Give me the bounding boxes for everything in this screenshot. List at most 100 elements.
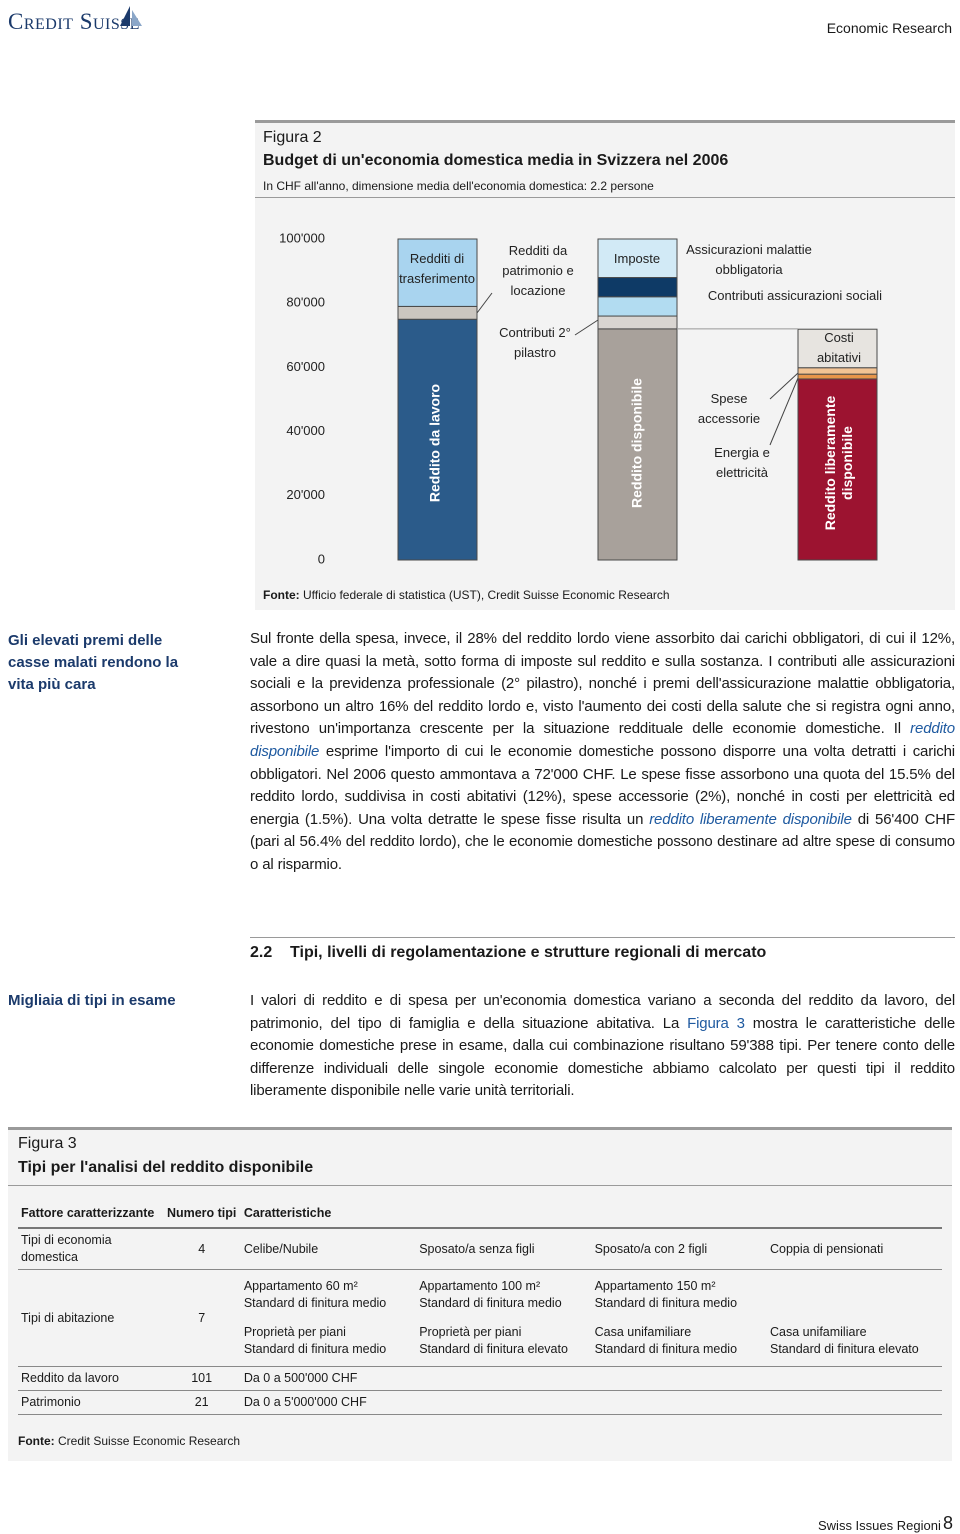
figure-subtitle: In CHF all'anno, dimensione media dell'e… xyxy=(263,179,654,193)
segment-label: Redditi di trasferimento xyxy=(399,251,475,286)
count-cell: 4 xyxy=(162,1228,241,1270)
characteristic-cell: Proprietà per piani Standard di finitura … xyxy=(416,1318,592,1367)
leader-line xyxy=(574,319,599,336)
source-text: Ufficio federale di statistica (UST), Cr… xyxy=(303,588,670,602)
figure-box: Figura 3 Tipi per l'analisi del reddito … xyxy=(8,1127,952,1461)
cell-line: Appartamento 60 m² xyxy=(243,1279,358,1293)
header-cell: Caratteristiche xyxy=(240,1202,942,1229)
cell-line: Appartamento 150 m² xyxy=(594,1279,716,1293)
source-text: Credit Suisse Economic Research xyxy=(58,1434,241,1448)
section-heading: 2.2 Tipi, livelli di regolamentazione e … xyxy=(250,937,955,962)
factor-cell: Tipi di abitazione xyxy=(18,1269,163,1367)
y-tick-label: 80'000 xyxy=(286,295,325,310)
count-cell: 101 xyxy=(162,1366,241,1391)
y-tick-label: 20'000 xyxy=(286,487,325,502)
characteristic-cell: Appartamento 100 m² Standard di finitura … xyxy=(416,1270,591,1319)
leader-line xyxy=(476,292,493,314)
header-cell: Numero tipi xyxy=(162,1202,241,1229)
footer-page: 8 xyxy=(943,1513,954,1533)
link-text: Figura 3 xyxy=(687,1014,745,1032)
header-cell: Fattore caratterizzante xyxy=(18,1202,163,1229)
y-tick-label: 60'000 xyxy=(286,359,325,374)
text-run: di 56'400 CHF (pari al 56.4% del reddito… xyxy=(250,810,955,873)
text-run: Sul fronte della spesa, invece, il 28% d… xyxy=(250,630,955,738)
text-run: esprime l'importo di cui le economie dom… xyxy=(250,742,955,828)
sidebar-heading: Gli elevati premi delle casse malati ren… xyxy=(8,632,179,693)
empty-cell xyxy=(767,1270,942,1319)
text-run: mostra le caratteristiche delle economie… xyxy=(250,1014,956,1100)
factor-cell: Reddito da lavoro xyxy=(18,1366,163,1391)
bar-segment xyxy=(397,238,478,307)
characteristic-cell: Celibe/Nubile xyxy=(240,1228,417,1270)
leader-line xyxy=(769,377,799,446)
cell-line: Da 0 a 5'000'000 CHF xyxy=(243,1395,367,1409)
characteristic-cell: Casa unifamiliare Standard di finitura el… xyxy=(766,1318,942,1367)
table-row: Tipi di abitazione 7 Appartamento 60 m² Sta… xyxy=(18,1269,942,1367)
rule xyxy=(255,197,955,198)
cell-line: Appartamento 100 m² xyxy=(419,1279,541,1293)
source: Fonte: Credit Suisse Economic Research xyxy=(18,1434,240,1448)
bar-segment xyxy=(597,238,678,279)
table-row: Reddito da lavoro 101 Da 0 a 500'000 CHF xyxy=(18,1366,942,1391)
text-run: I valori di reddito e di spesa per un'ec… xyxy=(250,992,955,1032)
leader-line xyxy=(769,372,799,400)
source-label: Fonte: xyxy=(263,588,300,602)
factor-cell: Patrimonio xyxy=(18,1390,163,1415)
rule xyxy=(8,1185,952,1186)
count-cell: 21 xyxy=(162,1390,241,1415)
segment-label: Contributi 2° pilastro xyxy=(499,325,571,360)
characteristic-cell: Casa unifamiliare Standard di finitura me… xyxy=(591,1318,767,1367)
segment-label: Redditi da patrimonio e locazione xyxy=(502,243,574,298)
characteristic-cell: Da 0 a 5'000'000 CHF xyxy=(240,1390,942,1415)
table-row: Patrimonio 21 Da 0 a 5'000'000 CHF xyxy=(18,1390,942,1415)
segment-label: Spese accessorie xyxy=(697,391,761,426)
cell-line: Sposato/a con 2 figli xyxy=(594,1241,708,1256)
cell-line: Coppia di pensionati xyxy=(769,1241,884,1256)
link-text: reddito liberamente disponibile xyxy=(649,810,852,828)
figure-number: Figura 2 xyxy=(263,129,322,146)
figure-title: Tipi per l'analisi del reddito disponibi… xyxy=(18,1159,314,1176)
cell-line: Proprietà per piani xyxy=(419,1325,522,1339)
sidebar-heading: Migliaia di tipi in esame xyxy=(8,992,176,1009)
cell-line: Standard di finitura elevato xyxy=(769,1342,919,1356)
figure-box: Figura 2 Budget di un'economia domestica… xyxy=(255,120,955,610)
source-label: Fonte: xyxy=(18,1434,55,1448)
paragraph: I valori di reddito e di spesa per un'ec… xyxy=(250,990,955,1103)
table-row: Tipi di economia domestica 4 Celibe/Nubile… xyxy=(18,1228,942,1270)
table: Fattore caratterizzante Numero tipi Caratt… xyxy=(18,1202,942,1415)
link-text: reddito disponibile xyxy=(250,720,955,760)
cell-line: Proprietà per piani xyxy=(243,1325,346,1339)
source: Fonte: Ufficio federale di statistica (U… xyxy=(263,588,670,602)
segment-label: Contributi assicurazioni sociali xyxy=(707,288,883,303)
cell-line: Sposato/a senza figli xyxy=(419,1241,535,1256)
cell-line: Standard di finitura medio xyxy=(594,1342,738,1356)
characteristic-cell: Appartamento 60 m² Standard di finitura m… xyxy=(241,1270,416,1319)
section-number: 2.2 xyxy=(250,944,273,961)
cell-line: Standard di finitura medio xyxy=(594,1296,738,1310)
logo-text: Credit Suisse xyxy=(8,9,140,34)
segment-label: Costi abitativi xyxy=(816,330,862,365)
cell-line: Standard di finitura medio xyxy=(243,1342,387,1356)
cell-line: Casa unifamiliare xyxy=(594,1325,692,1339)
y-tick-label: 100'000 xyxy=(279,230,325,245)
characteristic-cell: Proprietà per piani Standard di finitura … xyxy=(240,1318,417,1367)
y-tick-label: 40'000 xyxy=(286,423,325,438)
count-cell: 7 xyxy=(162,1269,241,1367)
header-row: Fattore caratterizzante Numero tipi Caratt… xyxy=(18,1202,942,1229)
cell-line: Celibe/Nubile xyxy=(243,1241,319,1256)
segment-label: Imposte xyxy=(613,251,661,266)
bar-segment xyxy=(397,318,478,561)
figure-number: Figura 3 xyxy=(18,1135,77,1152)
cell-line: Casa unifamiliare xyxy=(769,1325,867,1339)
label-layer: Reddito da lavoro Redditi da patrimonio e… xyxy=(255,123,955,613)
section-title: Tipi, livelli di regolamentazione e stru… xyxy=(290,944,767,961)
table-row: Proprietà per piani Standard di finitura … xyxy=(18,1318,942,1367)
y-tick-label: 0 xyxy=(318,551,325,566)
factor-cell: Tipi di economia domestica xyxy=(18,1228,163,1270)
segment-label: Reddito disponibile xyxy=(628,378,645,508)
segment-label: Reddito da lavoro xyxy=(426,383,443,503)
logo-sails xyxy=(120,6,142,26)
characteristic-cell: Da 0 a 500'000 CHF xyxy=(240,1366,942,1391)
